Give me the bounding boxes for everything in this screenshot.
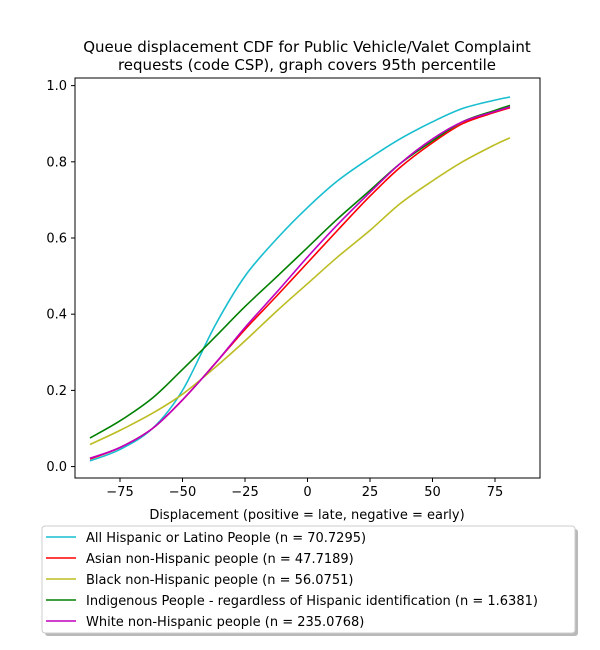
x-tick-label: 50 [424, 485, 441, 500]
legend-items: All Hispanic or Latino People (n = 70.72… [46, 531, 538, 630]
chart-title-line-1: Queue displacement CDF for Public Vehicl… [83, 38, 531, 56]
series-line-0 [89, 96, 511, 462]
y-tick-label: 0.8 [46, 155, 67, 170]
x-tick-label: −25 [231, 485, 258, 500]
y-tick-label: 0.0 [46, 460, 67, 475]
y-axis-ticks: 0.0 0.2 0.4 0.6 0.8 1.0 [46, 79, 75, 475]
series-layer [89, 96, 511, 462]
y-tick-label: 0.4 [46, 308, 67, 323]
x-tick-label: −50 [169, 485, 196, 500]
legend-label-2: Black non-Hispanic people (n = 56.0751) [86, 573, 353, 588]
y-tick-label: 0.6 [46, 232, 67, 247]
x-tick-label: −75 [106, 485, 133, 500]
legend-label-0: All Hispanic or Latino People (n = 70.72… [86, 531, 366, 546]
y-tick-label: 0.2 [46, 384, 67, 399]
x-axis-ticks: −75 −50 −25 0 25 50 75 [106, 478, 503, 500]
legend: All Hispanic or Latino People (n = 70.72… [41, 525, 578, 636]
legend-label-1: Asian non-Hispanic people (n = 47.7189) [86, 552, 354, 567]
chart-title-line-2: requests (code CSP), graph covers 95th p… [118, 56, 496, 74]
y-tick-label: 1.0 [46, 79, 67, 94]
legend-label-4: White non-Hispanic people (n = 235.0768) [86, 615, 364, 630]
legend-label-3: Indigenous People - regardless of Hispan… [86, 594, 538, 609]
series-line-4 [89, 106, 511, 459]
x-tick-label: 25 [362, 485, 379, 500]
x-tick-label: 75 [487, 485, 504, 500]
series-line-1 [89, 106, 511, 460]
x-tick-label: 0 [303, 485, 311, 500]
x-axis-label: Displacement (positive = late, negative … [149, 508, 464, 523]
legend-box [41, 525, 576, 634]
series-line-2 [89, 137, 511, 446]
